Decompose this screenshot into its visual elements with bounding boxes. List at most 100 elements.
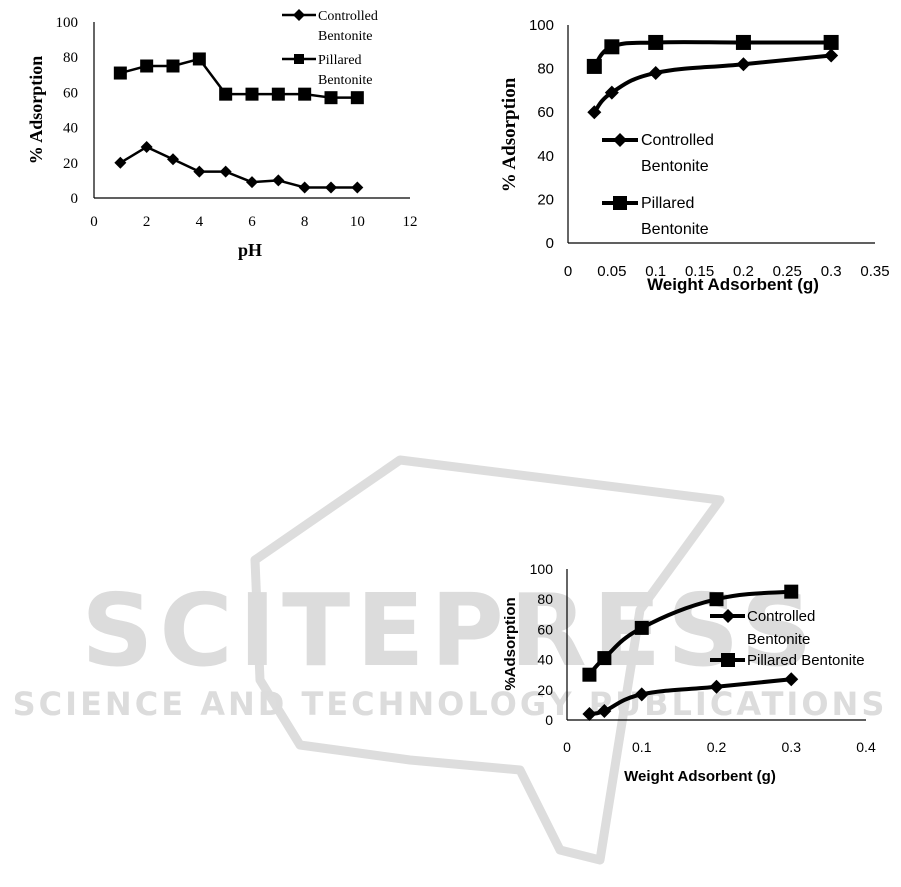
chart3-legend-label-controlled-1: Controlled <box>747 608 815 625</box>
chart1-x-tick-label: 0 <box>90 214 98 230</box>
chart2-data-point-controlled <box>587 105 602 120</box>
chart3-y-tick-label: 80 <box>537 591 553 607</box>
chart1-y-tick-label: 100 <box>56 15 79 31</box>
chart2-y-axis-title: % Adsorption <box>499 77 520 192</box>
chart3-data-point-controlled <box>582 706 597 721</box>
chart1-data-point-pillared <box>324 91 338 105</box>
chart1-data-point-pillared <box>298 87 312 101</box>
chart2-y-tick-label: 20 <box>537 191 554 208</box>
chart3-data-point-controlled <box>597 703 612 718</box>
chart1-x-tick-label: 10 <box>350 214 365 230</box>
chart2-legend-label-controlled-2: Bentonite <box>641 158 709 175</box>
chart3-y-tick-label: 20 <box>537 682 553 698</box>
chart1-x-tick-label: 4 <box>196 214 204 230</box>
chart1-data-point-controlled <box>272 174 285 187</box>
chart2-data-point-pillared <box>648 34 664 50</box>
chart1-y-axis-title: % Adsorption <box>26 56 46 165</box>
watermark: SCITEPRESS SCIENCE AND TECHNOLOGY PUBLIC… <box>13 455 888 865</box>
chart1-y-tick-label: 0 <box>71 191 79 207</box>
chart3-x-tick-label: 0.4 <box>856 739 876 755</box>
chart2-legend-marker-square <box>613 196 627 210</box>
chart3-data-point-pillared <box>784 584 799 599</box>
chart3-data-point-controlled <box>709 679 724 694</box>
chart1-legend-label-controlled-1: Controlled <box>318 9 378 24</box>
chart2-series-line-pillared <box>592 40 832 68</box>
chart1-data-point-controlled <box>351 181 364 194</box>
chart2-data-point-pillared <box>604 39 620 55</box>
chart3-legend-marker-square <box>721 653 735 667</box>
chart1-x-tick-label: 6 <box>248 214 256 230</box>
chart2-x-tick-label: 0 <box>564 263 572 280</box>
chart2-x-tick-label: 0.2 <box>733 263 754 280</box>
chart3-y-axis-title: %Adsorption <box>502 597 519 690</box>
chart1-data-point-pillared <box>113 66 127 80</box>
chart-adsorption-vs-weight-2: 0 20 40 60 80 100 0 0.1 0.2 0.3 0.4 Weight Adsorb… <box>502 561 876 785</box>
chart2-x-axis-title: Weight Adsorbent (g) <box>647 275 819 294</box>
chart2-legend-marker-diamond <box>613 133 627 147</box>
chart1-legend-marker-diamond <box>293 9 305 21</box>
chart1-data-point-controlled <box>140 140 153 153</box>
chart3-y-tick-label: 40 <box>537 652 553 668</box>
chart1-legend-label-pillared-2: Bentonite <box>318 73 372 88</box>
chart2-data-point-controlled <box>648 65 663 80</box>
chart1-y-tick-label: 40 <box>63 121 78 137</box>
chart2-y-tick-label: 60 <box>537 104 554 121</box>
chart1-legend-label-pillared-1: Pillared <box>318 53 362 68</box>
chart2-x-tick-label: 0.25 <box>773 263 802 280</box>
chart1-data-point-controlled <box>325 181 337 194</box>
chart3-y-tick-label: 100 <box>530 561 554 577</box>
chart1-x-axis-title: pH <box>238 240 262 260</box>
watermark-subtitle: SCIENCE AND TECHNOLOGY PUBLICATIONS <box>13 685 888 723</box>
chart1-x-tick-label: 12 <box>403 214 418 230</box>
watermark-book-icon <box>250 455 725 865</box>
chart2-data-point-pillared <box>586 58 602 74</box>
chart-adsorption-vs-ph: 0 20 40 60 80 100 0 2 4 6 8 10 12 pH % Adsorption C… <box>26 9 418 260</box>
chart1-data-point-pillared <box>350 91 364 105</box>
chart3-legend-label-pillared: Pillared Bentonite <box>747 652 865 669</box>
chart1-data-point-controlled <box>114 156 127 169</box>
chart2-x-tick-label: 0.3 <box>821 263 842 280</box>
chart2-y-tick-label: 0 <box>546 235 554 252</box>
chart3-legend-label-controlled-2: Bentonite <box>747 631 810 648</box>
chart1-data-point-pillared <box>140 59 154 73</box>
chart3-legend-marker-diamond <box>721 609 735 623</box>
chart2-x-tick-label: 0.1 <box>645 263 666 280</box>
chart2-series-line-controlled <box>592 53 832 114</box>
chart2-y-tick-label: 100 <box>529 17 554 34</box>
chart3-data-point-pillared <box>634 620 649 635</box>
chart1-y-tick-label: 80 <box>63 50 78 66</box>
chart2-x-tick-label: 0.05 <box>597 263 626 280</box>
chart3-y-tick-label: 60 <box>537 621 553 637</box>
chart3-data-point-pillared <box>582 667 597 682</box>
chart3-data-point-controlled <box>634 687 649 702</box>
chart2-legend-label-pillared-1: Pillared <box>641 195 694 212</box>
chart1-data-point-controlled <box>167 153 179 166</box>
chart2-legend: Controlled Bentonite Pillared Bentonite <box>602 132 714 238</box>
chart2-legend-label-pillared-2: Bentonite <box>641 221 709 238</box>
chart2-legend-label-controlled-1: Controlled <box>641 132 714 149</box>
chart3-data-point-pillared <box>597 651 612 666</box>
chart3-x-tick-label: 0.2 <box>707 739 727 755</box>
chart3-x-tick-label: 0 <box>563 739 571 755</box>
chart3-legend: Controlled Bentonite Pillared Bentonite <box>710 608 865 669</box>
chart1-legend-marker-square <box>294 54 304 64</box>
chart1-data-point-controlled <box>219 165 232 178</box>
chart2-data-point-pillared <box>735 34 751 50</box>
chart3-x-tick-label: 0.1 <box>632 739 652 755</box>
chart2-data-point-controlled <box>824 48 839 63</box>
chart2-y-tick-label: 80 <box>537 61 554 78</box>
chart1-series-line-controlled <box>119 145 358 189</box>
chart1-y-tick-label: 20 <box>63 156 78 172</box>
chart1-data-point-controlled <box>246 176 258 189</box>
chart2-data-point-controlled <box>736 57 751 72</box>
chart1-data-point-controlled <box>193 165 206 178</box>
chart2-x-tick-label: 0.35 <box>860 263 889 280</box>
chart1-data-point-pillared <box>219 87 233 101</box>
chart1-data-point-pillared <box>166 59 180 73</box>
chart2-data-point-pillared <box>823 34 839 50</box>
chart2-y-tick-label: 40 <box>537 148 554 165</box>
chart3-x-axis-title: Weight Adsorbent (g) <box>624 768 776 785</box>
chart1-series-line-pillared <box>120 57 358 99</box>
chart1-x-tick-label: 8 <box>301 214 309 230</box>
